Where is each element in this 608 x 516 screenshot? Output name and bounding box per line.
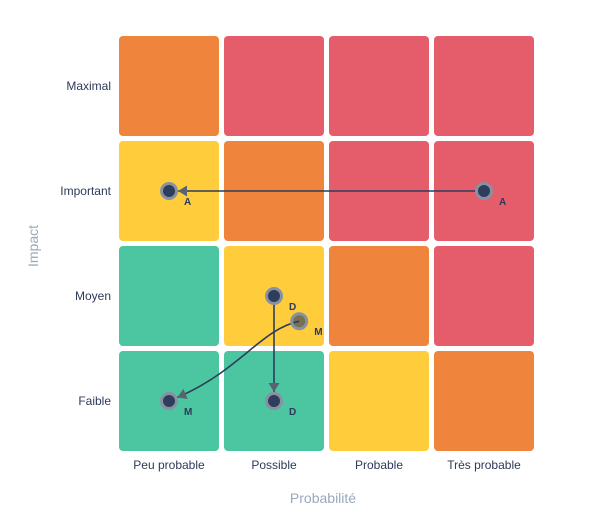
y-tick-label: Important	[60, 184, 111, 198]
y-axis-title: Impact	[25, 225, 41, 267]
y-tick-label: Maximal	[66, 79, 111, 93]
x-axis-title: Probabilité	[290, 490, 356, 506]
point-label: D	[289, 407, 296, 418]
x-tick-label: Très probable	[447, 458, 521, 472]
matrix-cell-1-4	[119, 36, 219, 136]
risk-point-m-to	[160, 392, 178, 410]
point-label: D	[289, 302, 296, 313]
matrix-cell-3-1	[329, 351, 429, 451]
matrix-cell-3-4	[329, 36, 429, 136]
x-tick-labels: Peu probable Possible Probable Très probabl…	[133, 458, 521, 472]
point-label: M	[314, 327, 322, 338]
y-tick-label: Moyen	[75, 289, 111, 303]
risk-point-a-from	[475, 182, 493, 200]
arrow-head-icon	[177, 388, 188, 399]
matrix-cell-3-2	[329, 246, 429, 346]
matrix-cell-4-1	[434, 351, 534, 451]
risk-point-m-from	[290, 312, 309, 331]
movement-points: A A D D M M	[160, 182, 506, 418]
matrix-cell-2-4	[224, 36, 324, 136]
x-tick-label: Possible	[251, 458, 297, 472]
point-label: A	[499, 197, 506, 208]
arrow-head-icon	[268, 383, 280, 392]
movement-lines	[176, 185, 484, 399]
matrix-cell-4-2	[434, 246, 534, 346]
y-tick-labels: Faible Moyen Important Maximal	[60, 79, 111, 408]
x-tick-label: Probable	[355, 458, 403, 472]
x-tick-label: Peu probable	[133, 458, 205, 472]
point-label: M	[184, 407, 192, 418]
movement-line-m	[176, 320, 300, 399]
point-label: A	[184, 197, 191, 208]
risk-point-a-to	[160, 182, 178, 200]
risk-point-d-to	[265, 392, 283, 410]
y-tick-label: Faible	[78, 394, 111, 408]
arrow-head-icon	[178, 185, 187, 197]
matrix-cells	[119, 36, 534, 451]
risk-point-d-from	[265, 287, 283, 305]
matrix-cell-1-2	[119, 246, 219, 346]
matrix-cell-4-4	[434, 36, 534, 136]
